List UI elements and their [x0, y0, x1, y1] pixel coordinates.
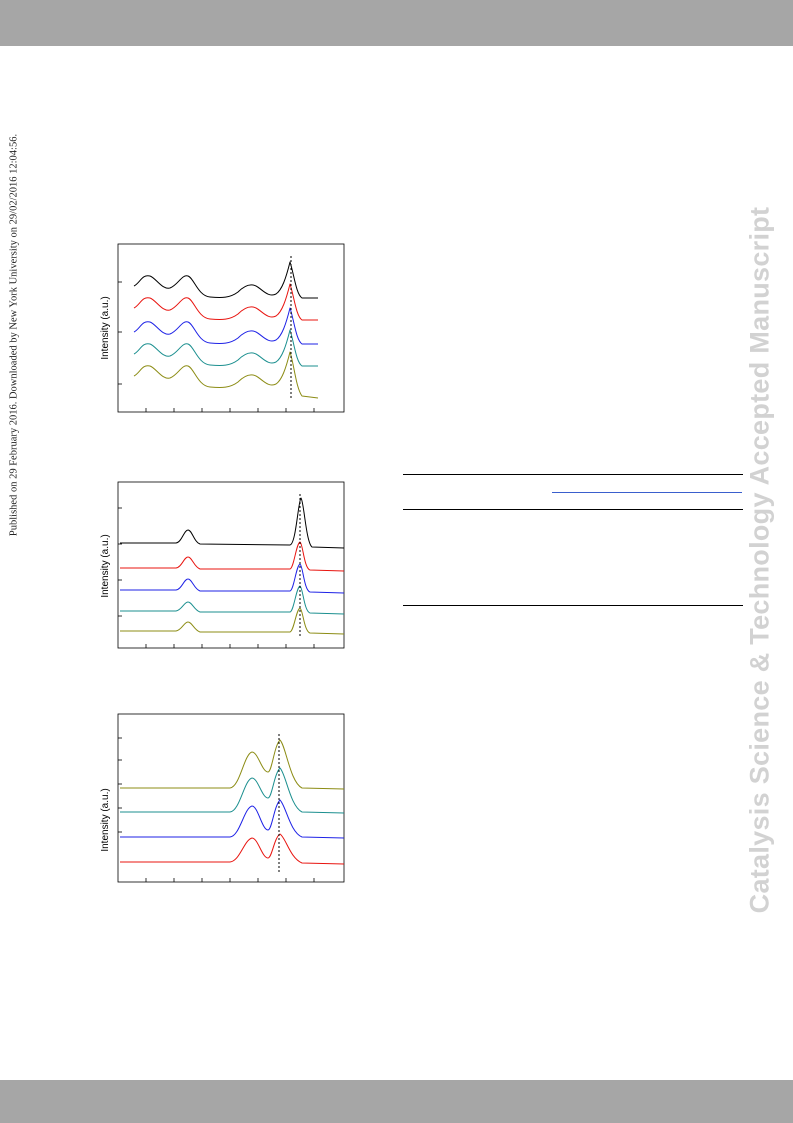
y-ticks [118, 281, 122, 385]
spectrum-traces [133, 261, 319, 399]
spectrum-panel-1: Intensity (a.u.) [100, 243, 345, 413]
trace-3 [120, 563, 345, 594]
spectrum-traces [120, 739, 345, 865]
publication-notice: Published on 29 February 2016. Downloade… [8, 133, 20, 537]
y-ticks [118, 737, 122, 833]
panel-frame [117, 713, 345, 883]
panel-frame [117, 481, 345, 649]
trace-4 [133, 329, 318, 367]
table-subheader-rule [552, 492, 742, 493]
x-ticks [145, 644, 315, 648]
table-bottom-rule [403, 605, 743, 606]
y-ticks [118, 507, 122, 617]
trace-1 [120, 497, 345, 549]
spectrum-traces [120, 497, 345, 635]
trace-2 [120, 541, 345, 572]
trace-3 [120, 799, 345, 839]
manuscript-watermark: Catalysis Science & Technology Accepted … [744, 206, 775, 914]
trace-5 [133, 351, 319, 399]
x-ticks [145, 878, 315, 882]
header-band [0, 0, 793, 46]
trace-4 [120, 585, 345, 615]
spectrum-panel-2: Intensity (a.u.) [100, 481, 345, 649]
panel-frame [117, 243, 345, 413]
x-ticks [145, 408, 315, 412]
trace-1 [120, 739, 345, 790]
trace-2 [120, 767, 345, 814]
trace-5 [120, 607, 345, 635]
table-header-rule [403, 509, 743, 510]
y-axis-label: Intensity (a.u.) [100, 534, 111, 597]
trace-2 [133, 283, 318, 321]
table-top-rule [403, 474, 743, 475]
footer-band [0, 1080, 793, 1123]
trace-3 [133, 307, 318, 345]
y-axis-label: Intensity (a.u.) [100, 296, 111, 359]
spectrum-panel-3: Intensity (a.u.) [100, 713, 345, 883]
trace-4 [120, 833, 345, 865]
trace-1 [133, 261, 318, 299]
y-axis-label: Intensity (a.u.) [100, 788, 111, 851]
